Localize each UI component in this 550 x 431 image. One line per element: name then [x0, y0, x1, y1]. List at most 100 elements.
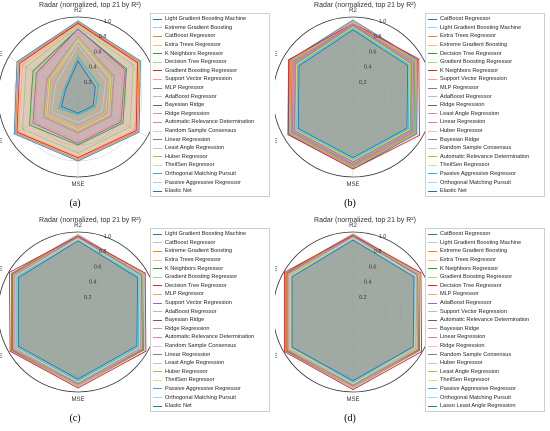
axis-label: MSE [346, 182, 359, 188]
radial-tick-label: 1.0 [104, 19, 112, 25]
legend-entry: CatBoost Regressor [428, 230, 542, 239]
legend-swatch [153, 18, 162, 20]
series-polygon [297, 29, 409, 159]
legend-label: Gradient Boosting Regressor [165, 67, 238, 74]
legend-swatch [428, 233, 437, 235]
legend-swatch [428, 190, 437, 192]
axis-spoke [8, 311, 79, 353]
legend-label: Decision Tree Regressor [440, 50, 502, 57]
series-polygon [8, 235, 147, 389]
legend-entry: Linear Regression [153, 350, 267, 359]
legend-swatch [153, 173, 162, 175]
legend-entry: Passive Aggressive Regressor [153, 385, 267, 394]
legend-swatch [153, 27, 162, 29]
legend-entry: CatBoost Regressor [153, 239, 267, 248]
legend-swatch [428, 242, 437, 244]
legend-swatch [153, 113, 162, 115]
legend-label: Huber Regressor [440, 128, 483, 135]
legend-swatch [153, 139, 162, 141]
legend-label: Light Gradient Boosting Machine [165, 16, 247, 23]
legend-label: Automatic Relevance Determination [165, 119, 255, 126]
legend-label: Extra Trees Regressor [440, 33, 496, 40]
legend-label: Orthogonal Matching Pursuit [440, 179, 511, 186]
legend-entry: Lasso Least Angle Regression [428, 402, 542, 411]
legend-label: Random Sample Consensus [165, 343, 237, 350]
legend-swatch [428, 61, 437, 63]
legend-label: Huber Regressor [165, 368, 208, 375]
radial-tick-label: 1.0 [379, 19, 387, 25]
legend-entry: Decision Tree Regressor [153, 282, 267, 291]
legend-entry: Orthogonal Matching Pursuit [153, 170, 267, 179]
legend-entry: MLP Regressor [428, 84, 542, 93]
legend-swatch [428, 164, 437, 166]
legend-entry: Light Gradient Boosting Machine [428, 239, 542, 248]
axis-label: R2 [74, 223, 82, 229]
legend-label: Ridge Regression [440, 343, 485, 350]
legend-label: Extra Trees Regressor [165, 42, 221, 49]
legend-swatch [153, 379, 162, 381]
legend-swatch [153, 104, 162, 106]
legend-label: Gradient Boosting Regressor [440, 274, 513, 281]
legend-label: MLP Regressor [440, 85, 479, 92]
radial-tick-label: 0.6 [369, 264, 377, 270]
series-polygon [17, 239, 139, 381]
legend-label: Huber Regressor [440, 360, 483, 367]
legend-swatch [153, 311, 162, 313]
legend-entry: Light Gradient Boosting Machine [153, 230, 267, 239]
legend-entry: Decision Tree Regressor [428, 282, 542, 291]
series-polygon [292, 24, 414, 164]
legend-label: Least Angle Regression [440, 368, 500, 375]
axis-label: MAPE [0, 267, 3, 273]
legend-entry: Extreme Gradient Boosting [153, 24, 267, 33]
legend-entry: Extreme Gradient Boosting [428, 41, 542, 50]
series-polygon [15, 238, 141, 383]
legend-label: Linear Regression [440, 119, 486, 126]
legend-entry: Gradient Boosting Regressor [153, 273, 267, 282]
axis-spoke [283, 311, 354, 353]
legend-label: Elastic Net [165, 403, 192, 410]
legend-swatch [153, 354, 162, 356]
legend-entry: Decision Tree Regressor [428, 49, 542, 58]
legend-swatch [428, 53, 437, 55]
legend-label: Support Vector Regression [440, 76, 507, 83]
axis-spoke [283, 271, 354, 313]
radar-panel-d: Radar (normalized, top 21 by R²) 0.2 0.4 0… [275, 215, 550, 430]
legend-label: Linear Regression [440, 334, 486, 341]
radial-tick-label: 0.8 [374, 249, 382, 255]
legend-entry: Linear Regression [428, 333, 542, 342]
legend-entry: Automatic Relevance Determination [428, 316, 542, 325]
chart-title: Radar (normalized, top 21 by R²) [314, 217, 416, 224]
legend-swatch [428, 311, 437, 313]
series-polygon [290, 238, 416, 383]
radial-tick-label: 0.4 [89, 280, 97, 286]
legend-swatch [428, 130, 437, 132]
legend-label: Support Vector Regression [440, 308, 507, 315]
axis-spoke [8, 56, 79, 98]
legend-entry: Least Angle Regression [153, 359, 267, 368]
legend-label: CatBoost Regressor [440, 16, 491, 23]
legend-label: Bayesian Ridge [440, 136, 480, 143]
legend-entry: Support Vector Regression [428, 75, 542, 84]
legend-swatch [428, 104, 437, 106]
legend-entry: Extra Trees Regressor [153, 41, 267, 50]
legend-label: Least Angle Regression [440, 110, 500, 117]
legend-label: K Neighbors Regressor [165, 50, 224, 57]
series-polygon [293, 24, 413, 164]
legend-label: CatBoost Regressor [165, 239, 216, 246]
legend-entry: Huber Regressor [428, 359, 542, 368]
panel-label: (c) [69, 413, 81, 424]
legend-label: Passive Aggressive Regressor [165, 385, 241, 392]
legend-swatch [153, 259, 162, 261]
legend-swatch [153, 293, 162, 295]
legend-entry: Passive Aggressive Regressor [153, 178, 267, 187]
legend-entry: MLP Regressor [153, 290, 267, 299]
legend-entry: AdaBoost Regressor [428, 92, 542, 101]
legend-label: Ridge Regression [165, 110, 210, 117]
legend-swatch [153, 147, 162, 149]
series-polygon [297, 28, 409, 160]
legend-swatch [428, 156, 437, 158]
legend-entry: Ridge Regression [153, 325, 267, 334]
legend-label: Automatic Relevance Determination [440, 153, 530, 160]
legend-swatch [428, 250, 437, 252]
legend-entry: Random Sample Consensus [428, 350, 542, 359]
